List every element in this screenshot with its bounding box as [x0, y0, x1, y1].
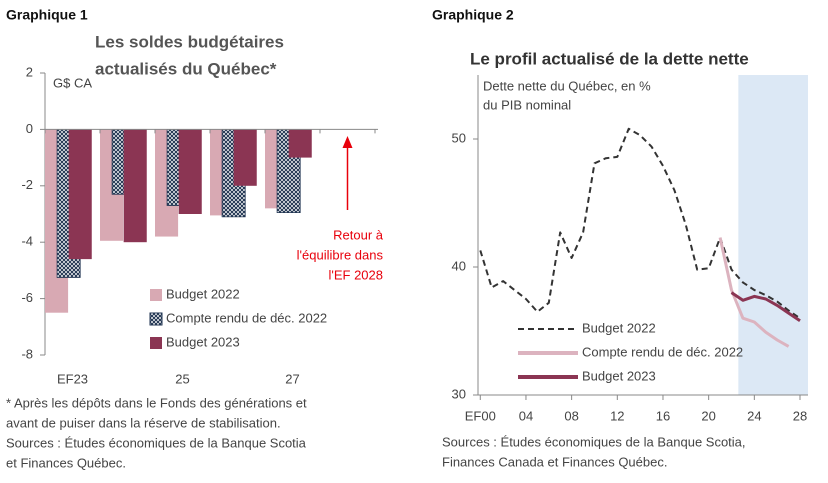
chart-title: Les soldes budgétaires	[95, 32, 284, 51]
y-axis-label: Dette nette du Québec, en %	[483, 78, 651, 93]
note: et Finances Québec.	[6, 455, 126, 470]
x-tick-label: 28	[793, 408, 807, 423]
legend-label: Budget 2023	[166, 334, 240, 349]
note: Sources : Études économiques de la Banqu…	[442, 434, 746, 449]
bar	[288, 129, 312, 158]
legend-swatch	[150, 289, 162, 301]
y-tick-label: -2	[21, 177, 33, 192]
legend-label: Compte rendu de déc. 2022	[582, 344, 743, 359]
note: avant de puiser dans la réserve de stabi…	[6, 415, 281, 430]
chart-title: Le profil actualisé de la dette nette	[470, 49, 749, 68]
annotation: Retour à	[333, 227, 384, 242]
x-tick-label: EF23	[57, 371, 88, 386]
y-tick-label: 0	[26, 121, 33, 136]
y-tick-label: 50	[452, 130, 466, 145]
x-tick-label: 20	[701, 408, 715, 423]
line-series	[718, 237, 790, 348]
x-tick-label: 08	[564, 408, 578, 423]
bar	[178, 129, 202, 214]
x-tick-label: 16	[656, 408, 670, 423]
x-tick-label: 27	[285, 371, 299, 386]
legend-swatch	[149, 312, 163, 326]
bar	[233, 129, 257, 186]
line-series	[479, 127, 801, 320]
y-axis-label: du PIB nominal	[483, 97, 571, 112]
y-tick-label: 40	[452, 258, 466, 273]
y-tick-label: -4	[21, 234, 33, 249]
bar	[123, 129, 147, 243]
projection-shade	[738, 75, 808, 395]
legend-swatch	[150, 337, 162, 349]
x-tick-label: 04	[519, 408, 533, 423]
note: * Après les dépôts dans le Fonds des gén…	[6, 395, 307, 410]
y-tick-label: 30	[452, 386, 466, 401]
legend-label: Budget 2022	[166, 286, 240, 301]
legend-label: Compte rendu de déc. 2022	[166, 310, 327, 325]
chart-title: actualisés du Québec*	[95, 59, 277, 78]
bar	[68, 129, 92, 260]
arrow-head	[342, 136, 353, 148]
x-tick-label: 12	[610, 408, 624, 423]
figure-label: Graphique 2	[432, 7, 514, 23]
note: Sources : Études économiques de la Banqu…	[6, 435, 307, 450]
y-tick-label: 2	[26, 64, 33, 79]
y-tick-label: -8	[21, 346, 33, 361]
line-series	[730, 291, 801, 323]
legend-label: Budget 2023	[582, 368, 656, 383]
figure-label: Graphique 1	[6, 7, 88, 23]
legend-label: Budget 2022	[582, 320, 656, 335]
y-axis-label: G$ CA	[53, 75, 92, 90]
x-tick-label: 25	[175, 371, 189, 386]
note: Finances Canada et Finances Québec.	[442, 454, 667, 469]
annotation: l'EF 2028	[328, 267, 383, 282]
annotation: l'équilibre dans	[297, 247, 384, 262]
y-tick-label: -6	[21, 290, 33, 305]
x-tick-label: 24	[747, 408, 761, 423]
x-tick-label: EF00	[465, 408, 496, 423]
